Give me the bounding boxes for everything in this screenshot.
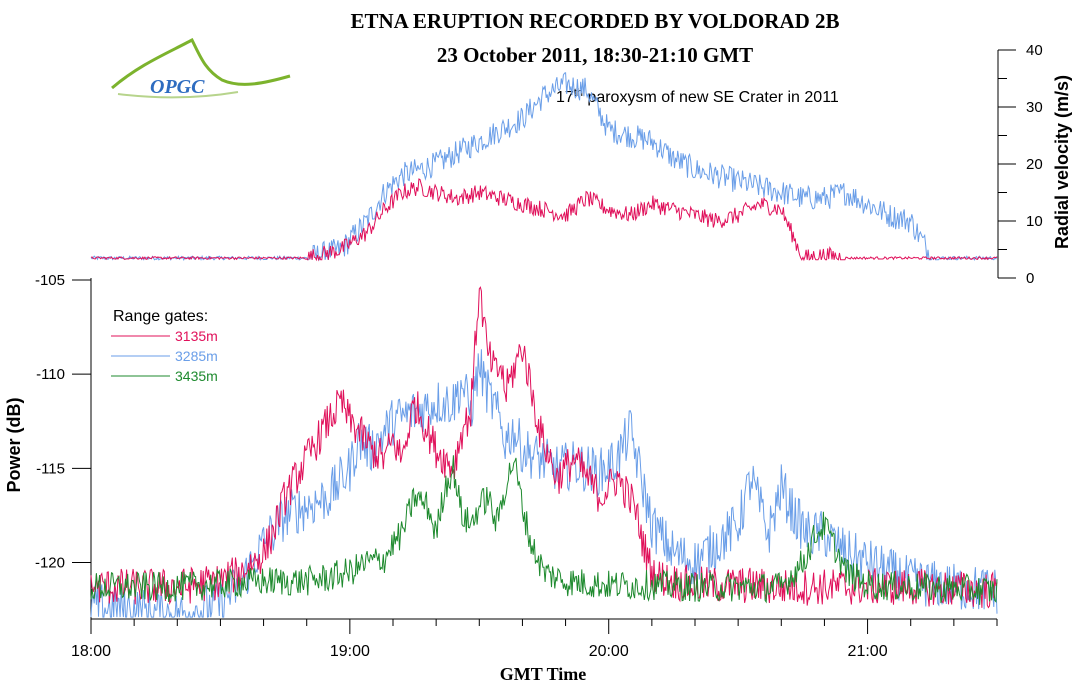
power-tick-label: -120 — [35, 555, 65, 572]
power-series-3435m — [90, 455, 998, 605]
velocity-series-3285m — [90, 72, 998, 261]
velocity-tick-label: 30 — [1026, 99, 1043, 116]
time-tick-label: 20:00 — [589, 643, 629, 660]
power-tick-label: -115 — [36, 460, 65, 477]
velocity-tick-label: 10 — [1026, 213, 1043, 230]
chart-title: ETNA ERUPTION RECORDED BY VOLDORAD 2B — [350, 9, 839, 33]
power-axes: -105 -110 -115 -120 18:00 19:00 20:00 21:00 Po… — [4, 272, 998, 684]
legend-title: Range gates: — [113, 308, 208, 325]
velocity-tick-label: 0 — [1026, 270, 1034, 287]
velocity-axis: 0 10 20 30 40 Radial velocity (m/s) — [997, 42, 1072, 287]
velocity-series-group — [90, 72, 998, 262]
power-tick-label: -105 — [35, 272, 65, 289]
logo-swoosh-light — [117, 91, 239, 99]
power-series-3135m — [90, 286, 998, 609]
annotation-text: paroxysm of new SE Crater in 2011 — [583, 89, 839, 106]
power-axis-label: Power (dB) — [4, 397, 24, 492]
velocity-tick-label: 40 — [1026, 42, 1043, 59]
logo-swoosh-green — [111, 37, 291, 90]
logo-text: OPGC — [150, 76, 205, 98]
velocity-series-3135m — [90, 178, 998, 262]
time-axis-label: GMT Time — [500, 664, 587, 684]
time-tick-label: 19:00 — [330, 643, 370, 660]
legend: Range gates: 3135m 3285m 3435m — [111, 308, 218, 384]
chart-subtitle: 23 October 2011, 18:30-21:10 GMT — [437, 43, 753, 67]
legend-label-3435m: 3435m — [175, 368, 218, 384]
power-series-group — [90, 286, 998, 618]
legend-label-3135m: 3135m — [175, 328, 218, 344]
time-tick-label: 21:00 — [848, 643, 888, 660]
paroxysm-annotation: 17th paroxysm of new SE Crater in 2011 — [556, 87, 839, 106]
power-tick-label: -110 — [36, 366, 65, 383]
legend-label-3285m: 3285m — [175, 348, 218, 364]
velocity-axis-label: Radial velocity (m/s) — [1052, 75, 1072, 249]
annotation-number: 17 — [556, 89, 574, 106]
time-tick-label: 18:00 — [71, 643, 111, 660]
opgc-logo: OPGC — [111, 37, 291, 99]
velocity-tick-label: 20 — [1026, 156, 1043, 173]
